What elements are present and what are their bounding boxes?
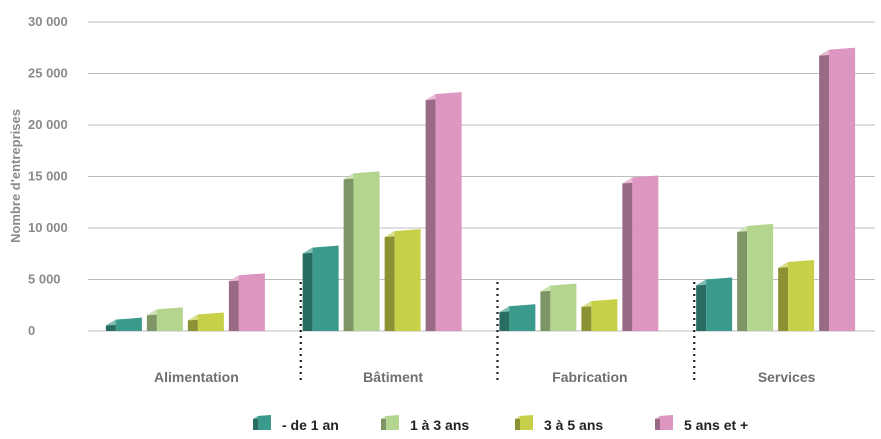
bar	[105, 317, 142, 331]
bar	[540, 283, 577, 331]
bar	[819, 47, 856, 332]
bar	[302, 245, 339, 331]
bar	[187, 312, 224, 331]
bar	[622, 175, 659, 331]
legend-label: 3 à 5 ans	[544, 417, 603, 433]
legend-item: 1 à 3 ans	[381, 415, 469, 433]
legend: - de 1 an 1 à 3 ans 3 à 5 ans 5 ans et +	[253, 415, 748, 433]
legend-item: 3 à 5 ans	[515, 415, 603, 433]
bar	[384, 229, 421, 331]
category-label: Alimentation	[154, 369, 239, 385]
y-tick-label: 10 000	[28, 220, 68, 235]
y-axis-label: Nombre d'entreprises	[8, 109, 23, 243]
y-tick-label: 20 000	[28, 117, 68, 132]
legend-item: 5 ans et +	[655, 415, 748, 433]
legend-swatch	[386, 415, 399, 430]
legend-label: - de 1 an	[282, 417, 339, 433]
bars	[105, 47, 856, 332]
category-labels: Alimentation Bâtiment Fabrication Services	[154, 369, 816, 385]
category-label: Fabrication	[552, 369, 627, 385]
gridlines	[88, 21, 875, 332]
y-tick-label: 25 000	[28, 66, 68, 81]
bar	[146, 307, 183, 331]
bar	[737, 223, 774, 331]
bar	[499, 304, 536, 331]
bar	[778, 259, 815, 331]
category-separators	[299, 282, 696, 384]
legend-label: 5 ans et +	[684, 417, 748, 433]
bar	[425, 92, 462, 331]
legend-swatch	[258, 415, 271, 430]
bar	[696, 277, 733, 331]
y-tick-label: 15 000	[28, 169, 68, 184]
bar	[581, 299, 618, 331]
bar	[343, 171, 380, 331]
y-tick-label: 30 000	[28, 14, 68, 29]
legend-swatch	[660, 415, 673, 430]
category-label: Bâtiment	[363, 369, 423, 385]
y-tick-label: 0	[28, 323, 35, 338]
bar	[228, 273, 265, 331]
y-tick-label: 5 000	[28, 272, 61, 287]
legend-swatch	[520, 415, 533, 430]
legend-item: - de 1 an	[253, 415, 339, 433]
category-label: Services	[758, 369, 816, 385]
legend-label: 1 à 3 ans	[410, 417, 469, 433]
y-tick-labels: 0 5 000 10 000 15 000 20 000 25 000 30 000	[28, 14, 68, 338]
